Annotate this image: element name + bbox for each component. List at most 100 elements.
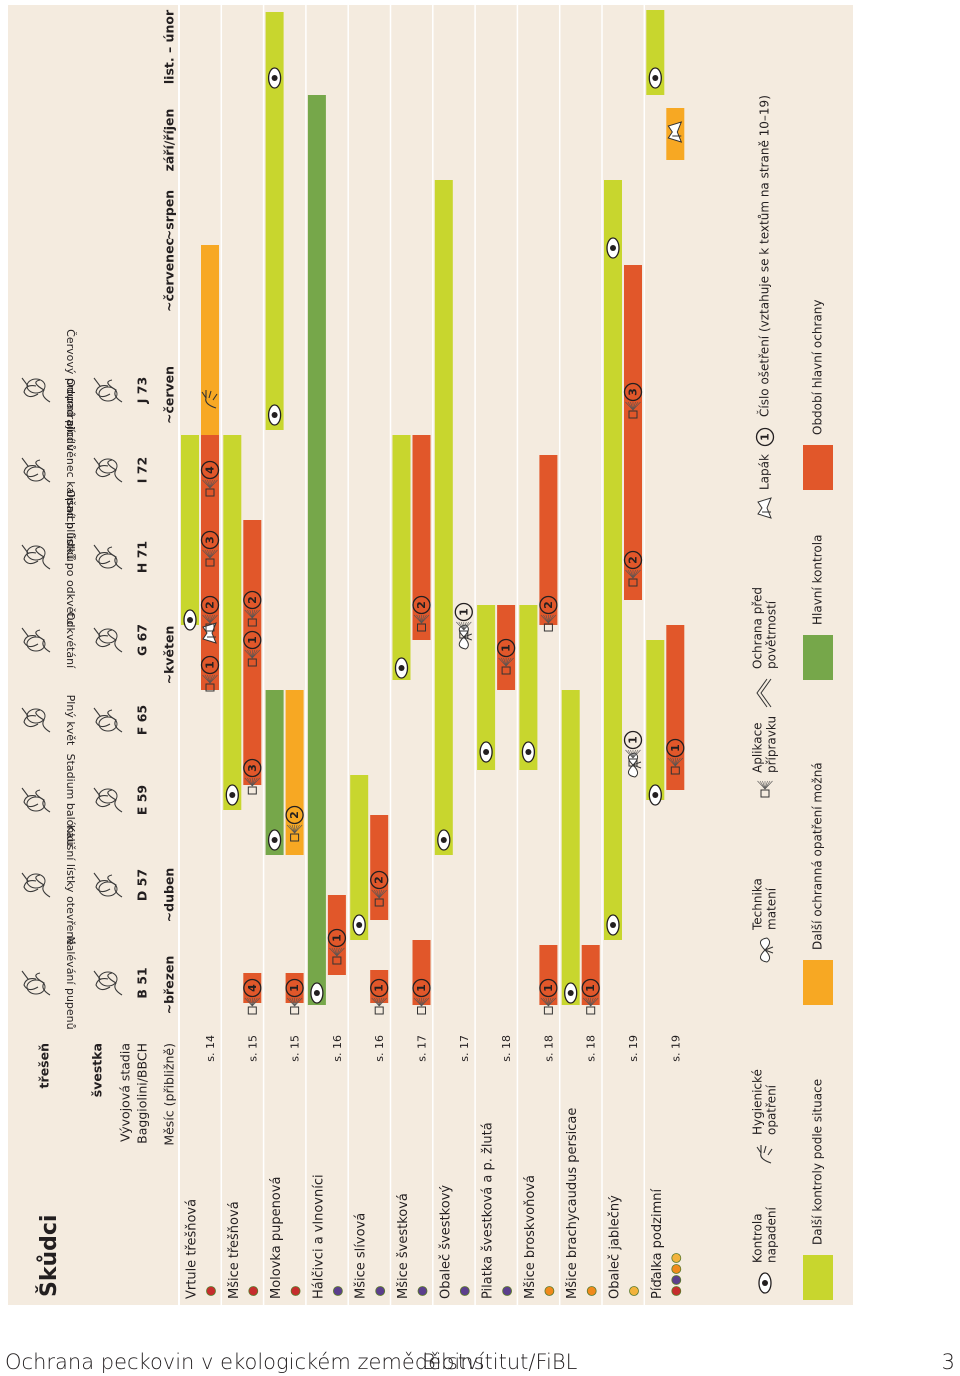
pest-row: Vrtule třešňová s. 14 1 2 3 4 — [178, 5, 220, 1305]
spray-line — [627, 401, 634, 411]
month-label: ~srpen — [162, 190, 177, 240]
spray-line — [207, 479, 211, 489]
legend-label: Období hlavní ochrany — [811, 300, 825, 435]
spray-line — [505, 657, 509, 667]
spray-line — [252, 997, 261, 1007]
spray-line — [540, 614, 549, 624]
legend-label: napadení — [765, 1206, 779, 1263]
sprayer-icon — [628, 578, 638, 587]
spray-line — [625, 401, 634, 411]
spray-line — [244, 649, 253, 659]
period-bar — [392, 435, 411, 680]
fruit-icon — [459, 1286, 470, 1296]
sprayer-icon — [459, 630, 469, 639]
treatment-circle — [755, 427, 775, 447]
spray-line — [209, 674, 213, 684]
treatment-circle — [200, 595, 220, 615]
pest-row: Molovka pupenová s. 15 1 2 — [262, 5, 304, 1305]
spray-line — [458, 621, 465, 631]
page-ref: s. 17 — [416, 1035, 429, 1062]
spray-line — [590, 997, 599, 1007]
spray-line — [762, 780, 766, 790]
sprayer-icon — [760, 789, 770, 798]
period-bar — [477, 605, 496, 770]
fruit-icon — [671, 1286, 682, 1296]
sprayer-icon — [205, 488, 215, 497]
spray-line — [209, 549, 216, 559]
sprayer-icon — [290, 1006, 300, 1015]
eye-pupil — [652, 75, 659, 81]
stage-drawing — [26, 873, 46, 889]
stage-drawing — [98, 716, 118, 732]
spray-line — [548, 997, 557, 1007]
stage-drawing — [98, 628, 118, 644]
sprayer-icon — [374, 1006, 384, 1015]
treatment-circle — [454, 602, 473, 622]
treatment-number: 1 — [669, 744, 682, 752]
treatment-number: 2 — [288, 811, 301, 819]
fruit-icon — [544, 1286, 555, 1296]
stage-drawing — [98, 971, 118, 987]
page-ref: s. 19 — [669, 1035, 682, 1062]
treatment-circle — [666, 738, 685, 758]
spray-line — [202, 674, 211, 684]
spray-line — [585, 997, 591, 1007]
spray-line — [252, 777, 258, 787]
treatment-circle — [370, 870, 389, 890]
spray-line — [463, 621, 470, 631]
spray-line — [670, 757, 676, 767]
spray-line — [667, 757, 676, 767]
fruit-icon — [502, 1286, 513, 1296]
pest-row: Mšice švestková s. 17 1 2 — [389, 5, 431, 1305]
period-bar — [646, 640, 665, 800]
treatment-number: 4 — [246, 984, 259, 992]
spray-line — [672, 757, 676, 767]
legend-label: Další kontroly podle situace — [811, 1079, 825, 1245]
spray-line — [378, 997, 382, 1007]
pest-name: Pilatka švestková a p. žlutá — [481, 1122, 496, 1299]
spray-line — [249, 777, 253, 787]
spray-line — [252, 649, 256, 659]
sprayer-icon — [628, 758, 638, 767]
legend-swatch — [803, 1255, 833, 1300]
treatment-number: 1 — [457, 608, 470, 616]
sprayer-icon — [628, 410, 638, 419]
period-bar — [434, 180, 453, 855]
treatment-circle — [623, 550, 643, 570]
legend-label: Kontrola — [751, 1213, 765, 1263]
treatment-circle — [243, 630, 262, 650]
period-bar — [539, 945, 558, 1005]
treatment-circle — [370, 978, 389, 998]
spray-line — [543, 614, 549, 624]
period-bar — [412, 940, 431, 1005]
spray-line — [630, 401, 634, 411]
spray-line — [590, 997, 594, 1007]
spray-line — [378, 889, 382, 899]
butterfly-icon — [760, 937, 774, 963]
spray-line — [582, 997, 591, 1007]
spray-line — [294, 824, 300, 834]
month-label: ~duben — [162, 868, 177, 923]
spray-line — [625, 749, 634, 759]
legend-label: Další ochranná opatření možná — [811, 762, 825, 950]
treatment-number: 1 — [500, 644, 513, 652]
pest-name: Mšice švestková — [396, 1193, 411, 1299]
treatment-number: 1 — [330, 934, 343, 942]
calendar: Škůdci třešeň švestka Vývojová stadia Ba… — [21, 5, 833, 1305]
spray-line — [545, 614, 549, 624]
sprayer-icon — [247, 618, 257, 627]
treatment-number: 2 — [627, 556, 640, 564]
spray-line — [632, 749, 641, 759]
page-ref: s. 18 — [542, 1035, 555, 1062]
pest-row: Mšice slívová s. 16 1 2 — [347, 5, 389, 1305]
stage-code: J 73 — [135, 377, 150, 404]
spray-line — [627, 569, 634, 579]
pest-row: Obaleč jablečný s. 19 1 2 3 — [601, 5, 643, 1305]
spray-line — [202, 479, 211, 489]
sprayer-icon — [374, 898, 384, 907]
stage-drawing — [26, 979, 46, 995]
stage-drawing — [26, 378, 46, 394]
eye-pupil — [483, 749, 490, 755]
stage-drawing — [26, 636, 46, 652]
spray-line — [632, 749, 636, 759]
